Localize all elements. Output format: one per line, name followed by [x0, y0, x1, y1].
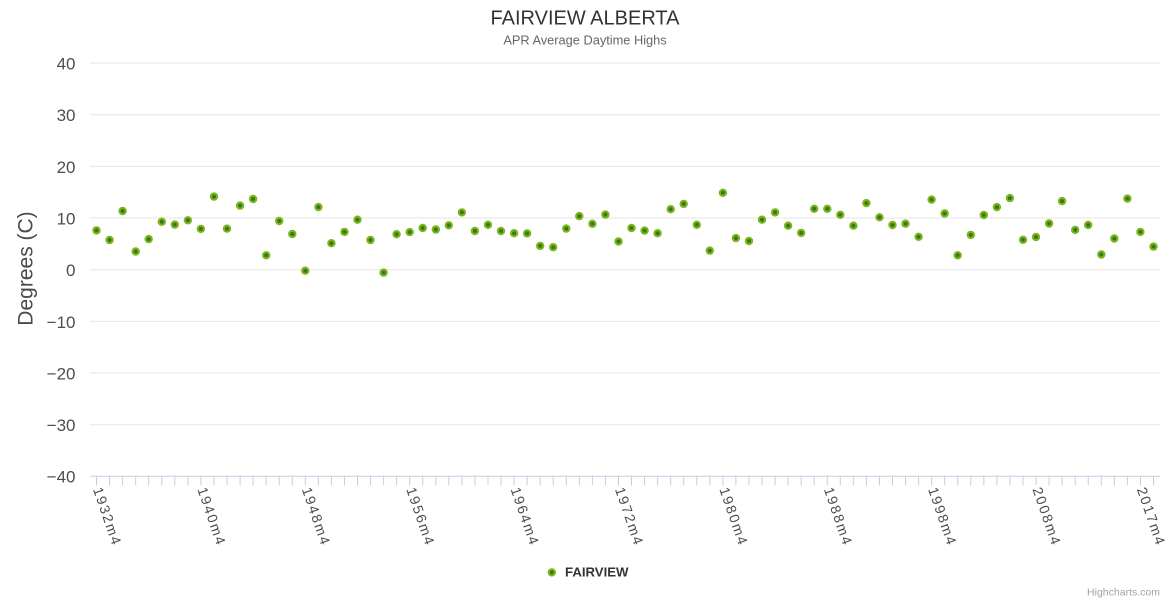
svg-text:−20: −20: [47, 364, 76, 383]
svg-text:−40: −40: [47, 468, 76, 487]
svg-text:−10: −10: [47, 313, 76, 332]
svg-text:FAIRVIEW: FAIRVIEW: [565, 565, 629, 580]
svg-text:0: 0: [66, 261, 75, 280]
svg-text:10: 10: [57, 209, 76, 228]
svg-text:Highcharts.com: Highcharts.com: [1087, 587, 1160, 599]
svg-text:FAIRVIEW ALBERTA: FAIRVIEW ALBERTA: [491, 8, 681, 30]
svg-text:20: 20: [57, 158, 76, 177]
svg-text:Degrees (C): Degrees (C): [15, 211, 38, 325]
svg-text:−30: −30: [47, 416, 76, 435]
svg-text:30: 30: [57, 106, 76, 125]
svg-text:APR Average Daytime Highs: APR Average Daytime Highs: [503, 33, 666, 48]
svg-text:40: 40: [57, 55, 76, 74]
